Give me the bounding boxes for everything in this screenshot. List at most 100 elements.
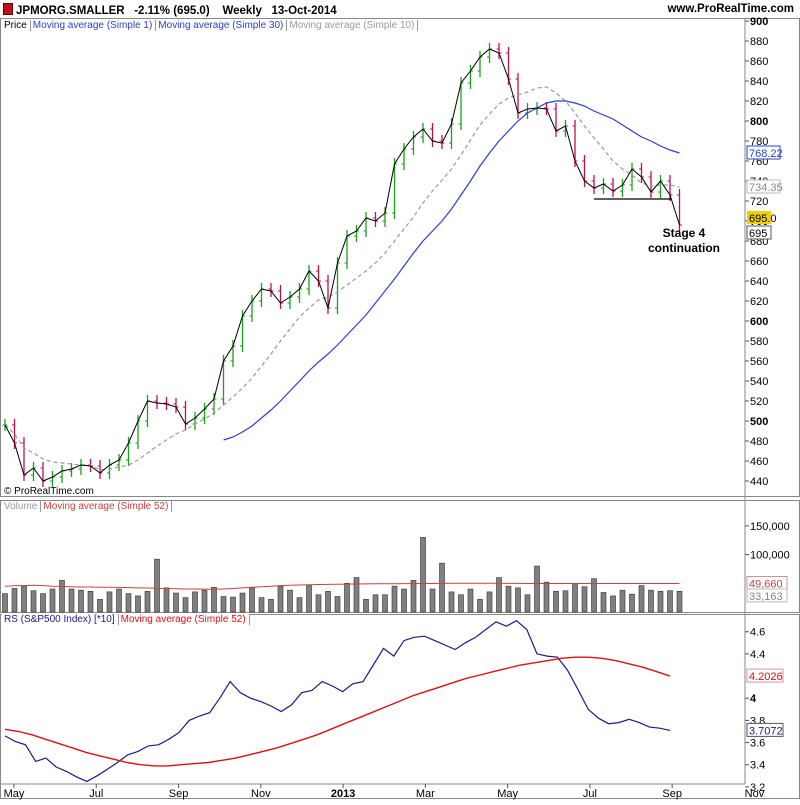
volume-bar: [201, 589, 208, 613]
volume-bar: [21, 585, 27, 613]
price-tick-label: 480: [750, 436, 768, 448]
volume-bar: [638, 585, 645, 613]
legend-rs[interactable]: RS (S&P500 Index) [*10]: [2, 614, 119, 625]
rs-ma-line: [4, 656, 671, 767]
period-label: Weekly: [222, 5, 262, 17]
x-tick-label: Sep: [169, 788, 189, 800]
volume-bar: [173, 592, 179, 613]
x-tick-label: Mar: [416, 788, 435, 800]
volume-last-label: 33,163: [749, 591, 783, 603]
price-tick-label: 600: [750, 316, 768, 328]
price-tick-label: 640: [750, 276, 768, 288]
price-legend[interactable]: Price Moving average (Simple 1) Moving ave…: [2, 20, 419, 31]
volume-bar: [11, 588, 18, 613]
volume-legend[interactable]: Volume Moving average (Simple 52): [2, 501, 173, 512]
rs-last-label: 3.7072: [749, 725, 783, 737]
volume-bar: [87, 591, 94, 613]
price-tick-label: 580: [750, 336, 768, 348]
x-tick-label: Nov: [745, 788, 765, 800]
volume-bar: [49, 588, 56, 613]
last-price-label: 695.0: [749, 213, 777, 225]
volume-bar: [258, 597, 265, 613]
symbol-label: JPMORG.SMALLER: [16, 5, 125, 17]
rs-tick-label: 4.6: [750, 627, 765, 639]
volume-bar: [391, 585, 398, 613]
legend-ma1[interactable]: Moving average (Simple 1): [30, 20, 157, 31]
ma10-last-label-box: [746, 179, 781, 194]
volume-bar: [287, 589, 293, 613]
volume-bar: [353, 577, 360, 613]
x-tick-label: May: [497, 788, 518, 800]
volume-tick-label: 150,000: [750, 521, 790, 533]
change-label: -2.11% (695.0): [134, 5, 210, 17]
x-tick-label: 2013: [331, 788, 355, 800]
volume-bar: [78, 589, 84, 613]
x-tick-label: Sep: [662, 788, 682, 800]
volume-bar: [448, 591, 455, 613]
price-tick-label: 860: [750, 56, 768, 68]
rs-tick-label: 4: [750, 693, 757, 705]
volume-bar: [230, 596, 236, 613]
volume-bar: [657, 591, 664, 613]
volume-bar: [676, 591, 683, 613]
legend-volume[interactable]: Volume: [2, 501, 42, 512]
price-tick-label: 440: [750, 476, 768, 488]
rs-tick-label: 3.4: [750, 760, 765, 772]
legend-rs-ma[interactable]: Moving average (Simple 52): [118, 614, 250, 625]
volume-bar: [458, 594, 464, 613]
rs-ma-last-label-box: [746, 668, 784, 683]
date-label: 13-Oct-2014: [271, 5, 337, 17]
volume-bar: [572, 582, 578, 613]
volume-bar: [363, 599, 369, 613]
ma30-last-label-box: [746, 145, 781, 160]
rs-legend[interactable]: RS (S&P500 Index) [*10] Moving average (S…: [2, 614, 250, 625]
price-tick-label: 900: [750, 16, 768, 28]
annotation-line2: continuation: [648, 241, 720, 255]
volume-bar: [68, 588, 75, 613]
price-tick-label: 840: [750, 76, 768, 88]
volume-bar: [144, 591, 151, 613]
price-tick-label: 540: [750, 376, 768, 388]
volume-bar: [239, 592, 246, 613]
price-tick-label: 460: [750, 456, 768, 468]
candlestick-icon: [3, 3, 13, 15]
volume-bar: [277, 585, 284, 613]
volume-bar: [562, 590, 569, 613]
volume-bar: [600, 592, 607, 613]
legend-price[interactable]: Price: [2, 20, 31, 31]
price-tick-label: 500: [750, 416, 768, 428]
volume-ma-last-label: 49,660: [749, 578, 783, 590]
volume-bar: [97, 599, 103, 613]
volume-bar: [591, 578, 597, 613]
rs-tick-label: 3.2: [750, 782, 765, 794]
volume-bar: [477, 599, 483, 613]
volume-bar: [629, 593, 635, 613]
volume-bar: [382, 594, 388, 613]
volume-bar: [334, 596, 341, 613]
volume-bar: [496, 577, 502, 613]
volume-bar: [439, 562, 445, 613]
legend-ma10[interactable]: Moving average (Simple 10): [287, 20, 419, 31]
volume-bar: [315, 594, 322, 613]
volume-bar: [306, 585, 312, 613]
volume-bar: [154, 558, 160, 613]
x-tick-label: May: [4, 788, 25, 800]
volume-bar: [59, 580, 65, 613]
price-tick-label: 880: [750, 36, 768, 48]
ma10-last-label: 734.35: [749, 182, 783, 194]
last-price-label-2: 695: [749, 228, 767, 240]
volume-ma-line: [4, 582, 680, 590]
volume-bar: [543, 581, 550, 613]
rs-tick-label: 3.6: [750, 738, 765, 750]
volume-bar: [524, 594, 531, 613]
volume-bar: [515, 587, 521, 613]
legend-ma30[interactable]: Moving average (Simple 30): [156, 20, 288, 31]
volume-bar: [116, 588, 122, 613]
last-price-label-box: [747, 211, 771, 224]
legend-vol-ma[interactable]: Moving average (Simple 52): [41, 501, 173, 512]
volume-bar: [410, 580, 417, 613]
volume-bar: [344, 582, 350, 613]
x-tick-label: Jul: [89, 788, 103, 800]
